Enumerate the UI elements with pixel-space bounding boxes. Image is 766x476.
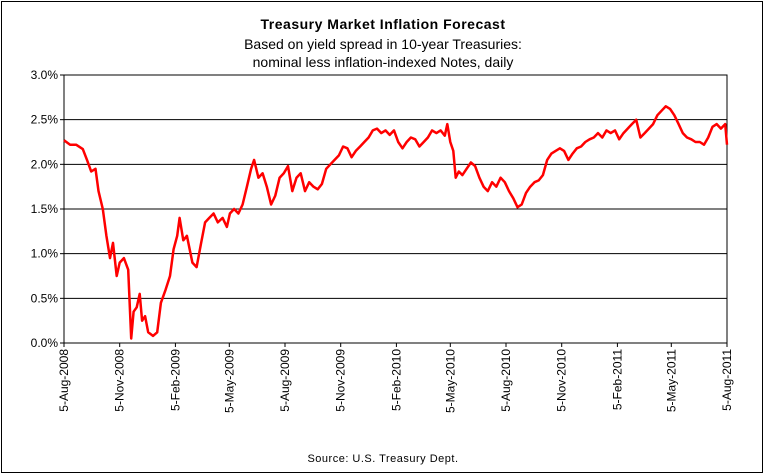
x-tick-label: 5-Nov-2009 — [334, 349, 348, 412]
x-tick-label: 5-Aug-2008 — [57, 349, 71, 412]
x-tick-label: 5-Nov-2010 — [555, 349, 569, 412]
x-tick-label: 5-Aug-2010 — [499, 349, 513, 412]
x-tick-label: 5-Aug-2009 — [278, 349, 292, 412]
x-tick-label: 5-Feb-2010 — [389, 349, 403, 411]
y-tick-label: 2.0% — [31, 157, 59, 171]
x-tick-label: 5-Feb-2011 — [610, 349, 624, 410]
x-tick-label: 5-Aug-2011 — [720, 349, 734, 411]
y-tick-label: 2.5% — [31, 113, 59, 127]
x-tick-label: 5-May-2009 — [222, 349, 236, 413]
y-tick-label: 3.0% — [31, 68, 59, 82]
source-note: Source: U.S. Treasury Dept. — [307, 453, 459, 465]
y-tick-label: 1.5% — [31, 202, 59, 216]
y-tick-label: 0.0% — [31, 336, 59, 350]
x-tick-label: 5-Feb-2009 — [168, 349, 182, 411]
y-tick-label: 1.0% — [31, 247, 59, 261]
plot-area — [63, 74, 728, 344]
x-tick-label: 5-Nov-2008 — [113, 349, 127, 412]
chart-title: Treasury Market Inflation Forecast — [260, 16, 506, 32]
x-tick-label: 5-May-2010 — [443, 349, 457, 413]
y-tick-label: 0.5% — [31, 291, 59, 305]
chart-subtitle-line-1: Based on yield spread in 10-year Treasur… — [244, 36, 522, 52]
x-tick-label: 5-May-2011 — [664, 349, 678, 412]
inflation-forecast-line — [63, 105, 729, 340]
chart-subtitle-line-2: nominal less inflation-indexed Notes, da… — [252, 54, 514, 70]
